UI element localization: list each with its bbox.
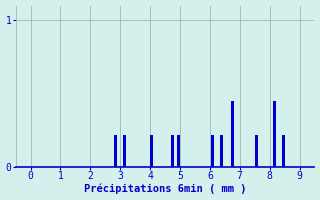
X-axis label: Précipitations 6min ( mm ): Précipitations 6min ( mm ) <box>84 184 246 194</box>
Bar <box>282 135 284 167</box>
Bar <box>220 135 223 167</box>
Bar <box>171 135 174 167</box>
Bar <box>231 101 234 167</box>
Bar <box>114 135 117 167</box>
Bar <box>273 101 276 167</box>
Bar <box>255 135 258 167</box>
Bar <box>123 135 126 167</box>
Bar <box>177 135 180 167</box>
Bar <box>211 135 214 167</box>
Bar <box>150 135 153 167</box>
